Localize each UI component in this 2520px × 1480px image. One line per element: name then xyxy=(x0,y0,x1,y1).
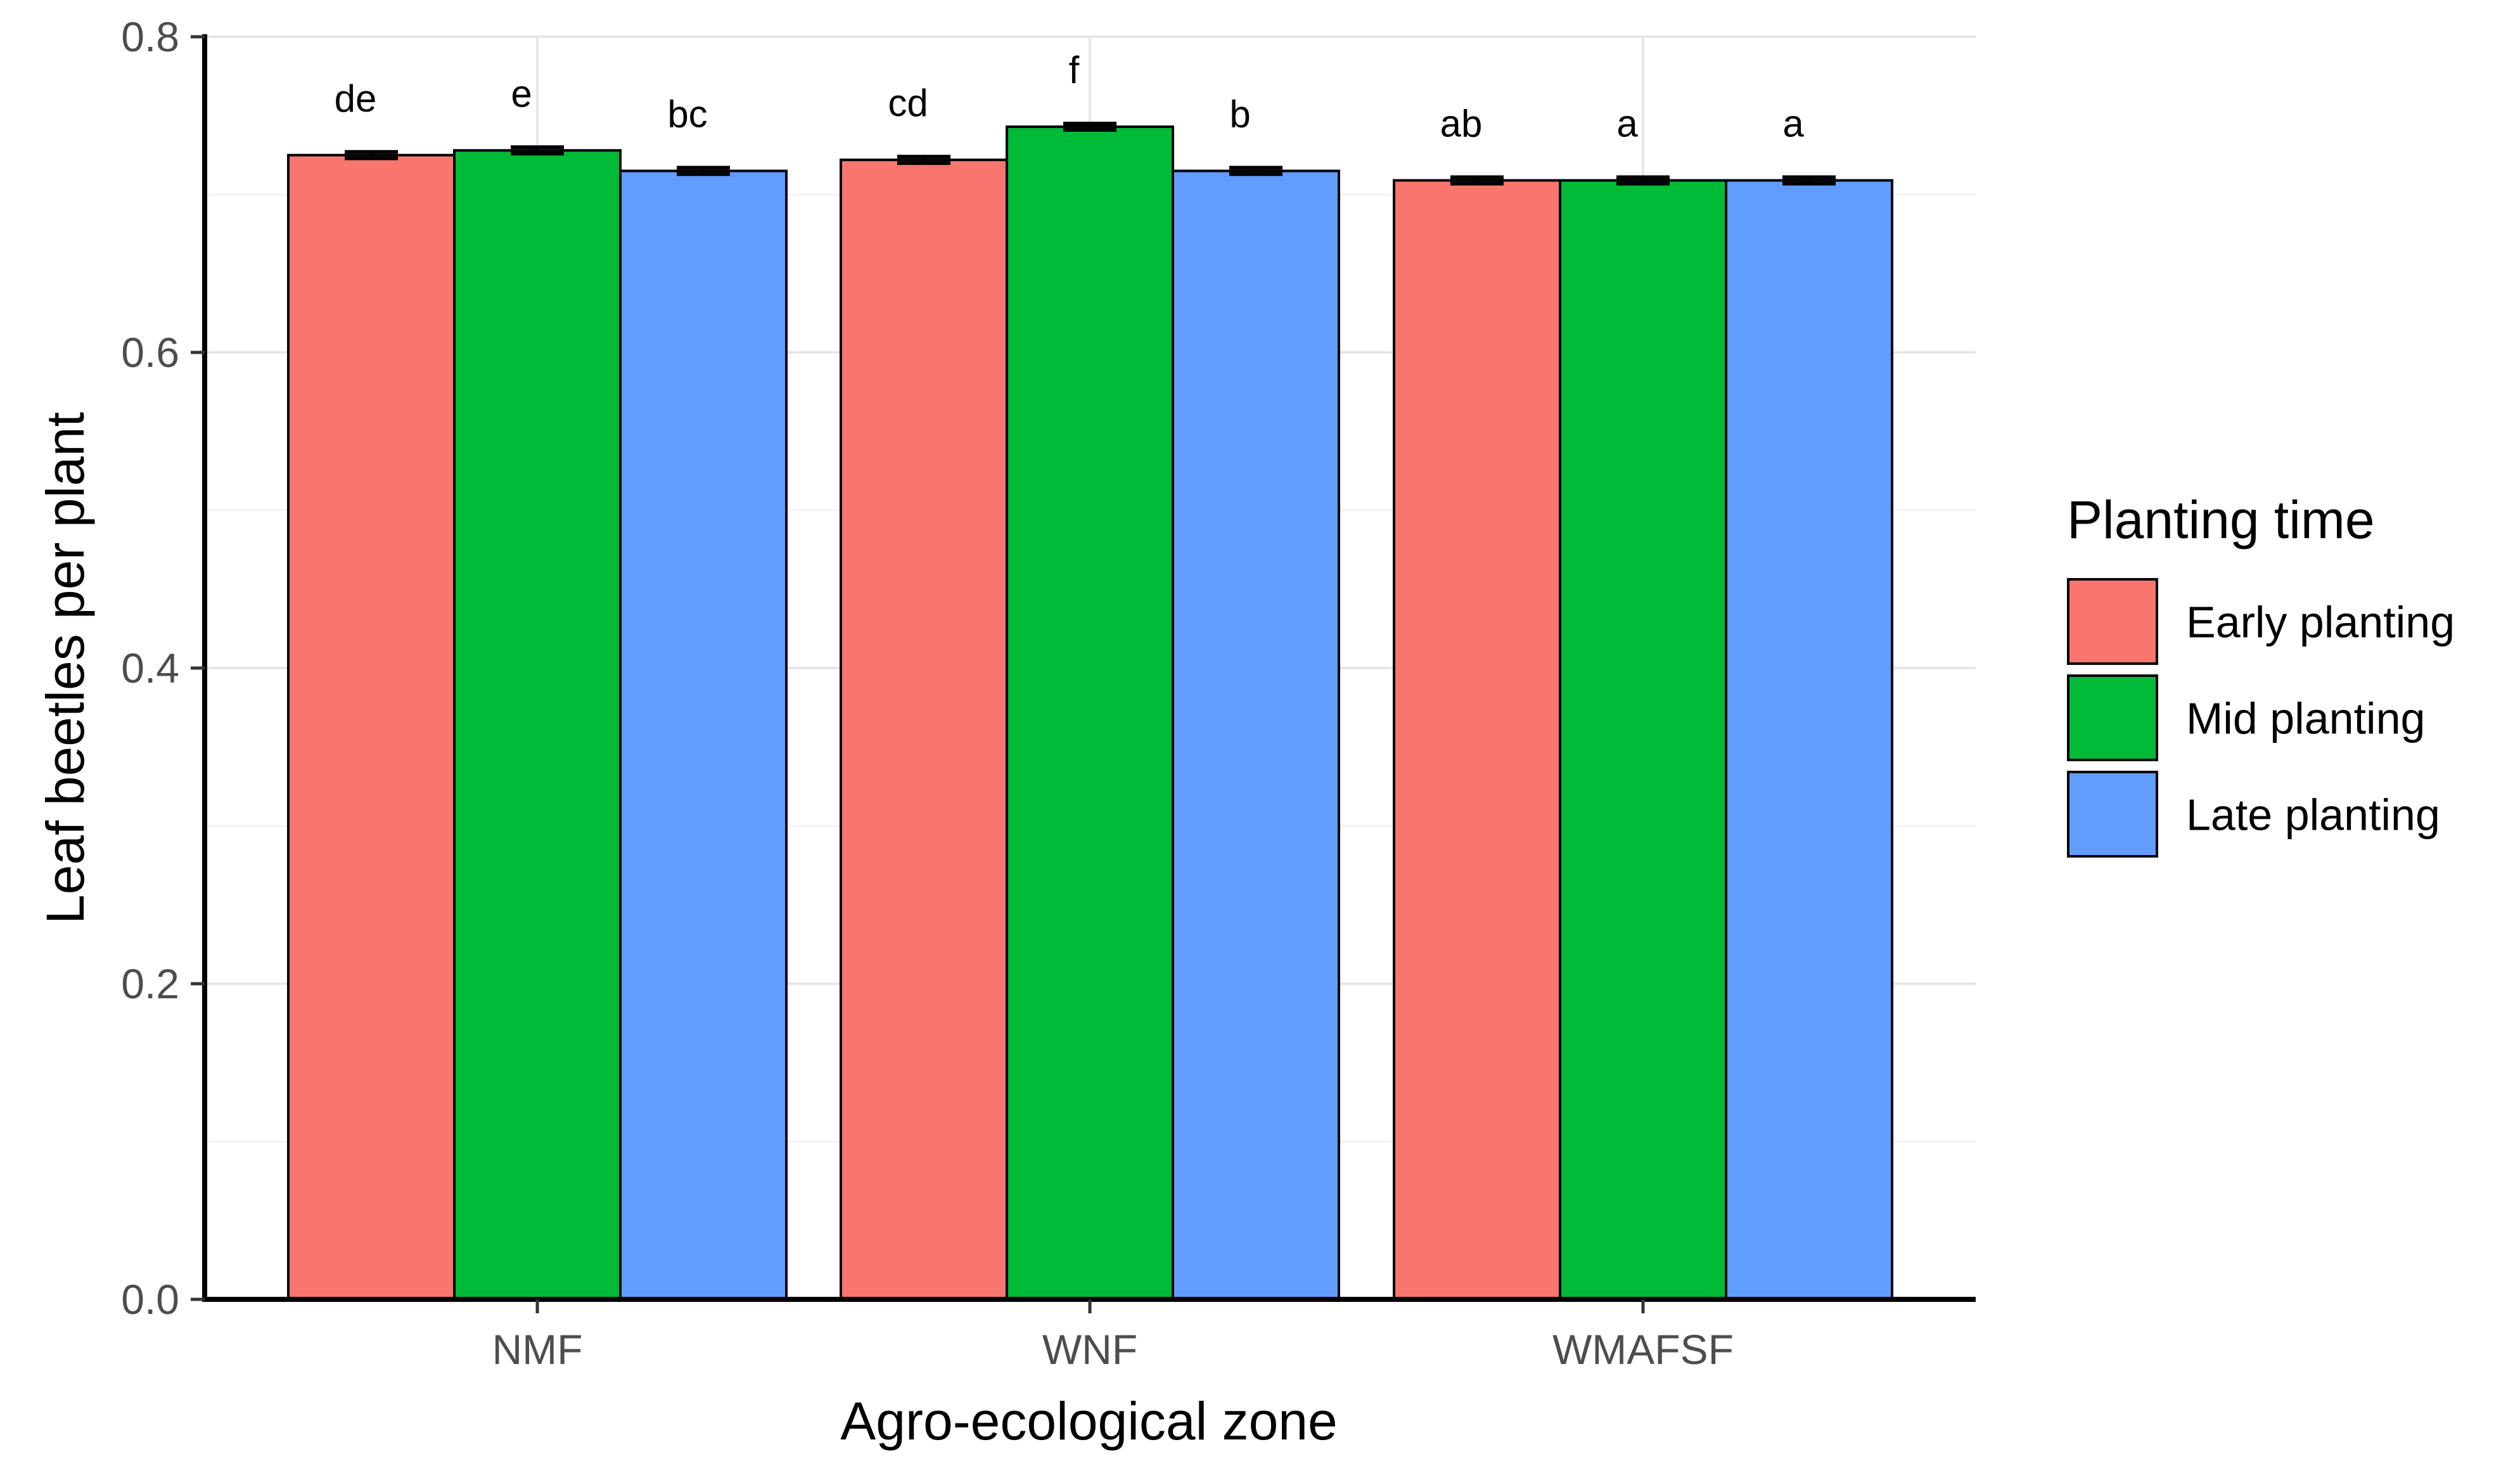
significance-label: ab xyxy=(1440,103,1483,145)
y-tick-label: 0.2 xyxy=(121,960,179,1007)
bar-wmafsf-mid-planting xyxy=(1559,179,1727,1301)
significance-label: de xyxy=(335,77,377,120)
significance-label: a xyxy=(1616,103,1638,145)
legend-label: Early planting xyxy=(2186,598,2455,647)
axes: 0.0 0.2 0.4 0.6 0.8 NMF WNF WMAFSF Agro-ecologic… xyxy=(35,13,1976,1451)
y-axis-title: Leaf beetles per plant xyxy=(35,412,95,924)
legend-label: Mid planting xyxy=(2186,694,2425,743)
significance-label: bc xyxy=(667,93,707,136)
legend-key-late-planting xyxy=(2067,771,2158,858)
legend-label: Late planting xyxy=(2186,790,2440,840)
x-tick-label: WNF xyxy=(1042,1326,1137,1373)
bar-wnf-early-planting xyxy=(840,158,1008,1301)
x-tick-label: NMF xyxy=(492,1326,583,1373)
significance-label: f xyxy=(1069,49,1080,91)
x-tick-label: WMAFSF xyxy=(1552,1326,1734,1373)
labels: de e bc cd f b ab a a xyxy=(335,49,1805,145)
bar-nmf-late-planting xyxy=(619,169,788,1301)
legend-title: Planting time xyxy=(2067,490,2375,550)
bar-wnf-late-planting xyxy=(1172,169,1340,1301)
legend-key-early-planting xyxy=(2067,578,2158,665)
significance-label: e xyxy=(511,72,532,115)
bars xyxy=(287,121,1893,1301)
bar-nmf-early-planting xyxy=(287,153,456,1301)
legend-key-mid-planting xyxy=(2067,674,2158,761)
bar-wnf-mid-planting xyxy=(1006,125,1174,1301)
y-tick-label: 0.4 xyxy=(121,645,179,692)
significance-label: b xyxy=(1229,93,1250,136)
legend: Planting time Early planting Mid planting L… xyxy=(2067,490,2455,858)
bar-wmafsf-early-planting xyxy=(1393,179,1561,1301)
x-axis-title: Agro-ecological zone xyxy=(840,1391,1337,1451)
y-tick-label: 0.8 xyxy=(121,13,179,60)
bar-nmf-mid-planting xyxy=(453,149,622,1301)
significance-label: a xyxy=(1782,103,1804,145)
significance-label: cd xyxy=(888,82,928,124)
bar-wmafsf-late-planting xyxy=(1725,179,1893,1301)
y-tick-label: 0.0 xyxy=(121,1276,179,1323)
y-tick-label: 0.6 xyxy=(121,329,179,376)
